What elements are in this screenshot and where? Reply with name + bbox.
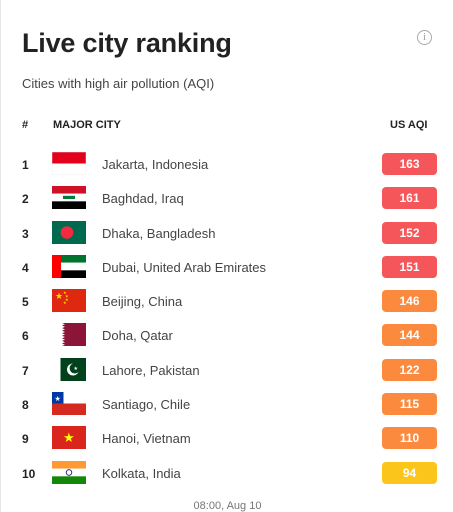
chile-flag-icon: ★ [52,392,86,416]
aqi-badge: 161 [382,187,437,210]
iraq-flag-icon [52,186,86,210]
svg-text:★: ★ [74,366,79,372]
rank-column-header: # [22,119,29,131]
list-item[interactable]: 9 ★ Hanoi, Vietnam 110 [1,422,453,456]
rank-number: 4 [22,260,29,275]
list-item[interactable]: 4 Dubai, United Arab Emirates 151 [1,251,453,285]
widget-title: Live city ranking [22,28,232,58]
aqi-badge: 146 [382,290,437,313]
list-item[interactable]: 8 ★ Santiago, Chile 115 [1,388,453,422]
ranking-list: 1 Jakarta, Indonesia 163 2 Baghdad, Iraq… [1,148,453,491]
aqi-badge: 152 [382,221,437,244]
list-item[interactable]: 5 ★ ★ ★ ★ ★ Beijing, China 146 [1,285,453,319]
china-flag-icon: ★ ★ ★ ★ ★ [52,289,86,313]
pakistan-flag-icon: ★ [52,357,86,381]
aqi-column-header: US AQI [390,119,428,131]
rank-number: 8 [22,398,29,413]
list-item[interactable]: 7 ★ Lahore, Pakistan 122 [1,354,453,388]
list-item[interactable]: 1 Jakarta, Indonesia 163 [1,148,453,182]
rank-number: 3 [22,226,29,241]
vietnam-flag-icon: ★ [52,426,86,450]
rank-number: 10 [22,466,36,481]
aqi-badge: 144 [382,324,437,347]
aqi-badge: 110 [382,427,437,450]
update-timestamp: 08:00, Aug 10 [193,500,262,512]
city-name: Hanoi, Vietnam [102,431,191,447]
aqi-badge: 115 [382,393,437,416]
rank-number: 5 [22,295,29,310]
indonesia-flag-icon [52,152,86,175]
aqi-badge: 94 [382,461,437,484]
list-item[interactable]: 10 Kolkata, India 94 [1,457,453,491]
city-name: Doha, Qatar [102,328,173,344]
rank-number: 7 [22,363,29,378]
india-flag-icon [52,460,86,484]
list-item[interactable]: 3 Dhaka, Bangladesh 152 [1,217,453,251]
qatar-flag-icon [52,323,86,347]
info-icon[interactable]: i [417,30,432,45]
svg-text:★: ★ [63,431,75,446]
aqi-badge: 122 [382,358,437,381]
widget-subtitle: Cities with high air pollution (AQI) [22,76,215,91]
list-item[interactable]: 6 Doha, Qatar 144 [1,319,453,353]
city-name: Lahore, Pakistan [102,362,200,378]
city-name: Santiago, Chile [102,397,191,413]
svg-text:★: ★ [65,294,69,299]
city-name: Dhaka, Bangladesh [102,225,216,241]
city-column-header: MAJOR CITY [53,119,121,131]
city-name: Baghdad, Iraq [102,191,184,207]
rank-number: 9 [22,432,29,447]
city-name: Beijing, China [102,294,183,310]
aqi-badge: 151 [382,255,437,278]
city-name: Dubai, United Arab Emirates [102,259,267,275]
rank-number: 6 [22,329,29,344]
rank-number: 1 [22,158,29,172]
svg-text:★: ★ [65,297,69,302]
svg-text:★: ★ [55,395,61,403]
city-name: Jakarta, Indonesia [102,157,209,172]
svg-text:★: ★ [63,290,67,295]
city-name: Kolkata, India [102,465,181,481]
bangladesh-flag-icon [52,220,86,244]
list-item[interactable]: 2 Baghdad, Iraq 161 [1,182,453,216]
svg-text:★: ★ [63,300,67,305]
svg-text:★: ★ [55,292,63,302]
rank-number: 2 [22,192,29,207]
aqi-badge: 163 [382,153,437,175]
uae-flag-icon [52,254,86,278]
